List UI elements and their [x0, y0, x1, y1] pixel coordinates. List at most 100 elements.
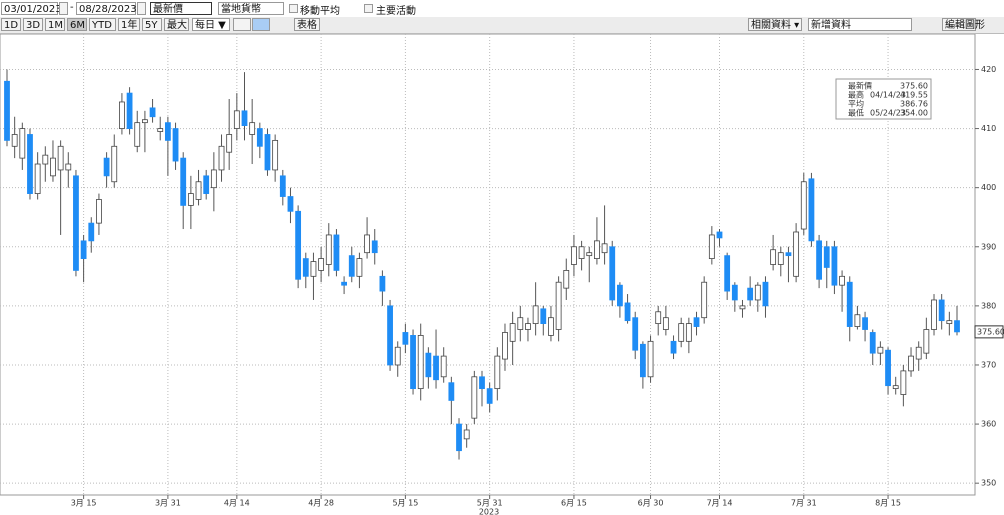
range-button[interactable]: 3D [23, 18, 43, 31]
x-tick-label: 7月 14 [707, 499, 733, 508]
candle-body [517, 317, 524, 330]
candle-body [164, 122, 171, 141]
candle-body [103, 157, 110, 177]
candle-body [793, 231, 800, 277]
candle-body [356, 258, 363, 277]
candle-body [617, 284, 623, 307]
y-tick-label: 390 [981, 242, 996, 251]
x-tick-label: 4月 14 [224, 499, 250, 508]
legend-box [835, 78, 932, 120]
checkbox[interactable] [364, 4, 373, 13]
edit-button[interactable]: 編輯圖形 [942, 18, 985, 31]
range-button[interactable]: 5Y [142, 18, 162, 31]
candle-body [839, 275, 845, 286]
y-tick-label: 380 [981, 301, 996, 310]
candle-body [777, 252, 784, 265]
related-button[interactable]: 相關資料 ▾ [748, 18, 802, 31]
candle-body [954, 320, 960, 333]
candle-body [823, 246, 830, 268]
field-select[interactable]: 最新價 [150, 2, 212, 15]
candle-body [287, 196, 294, 212]
candle-body [325, 234, 332, 265]
y-tick-label: 400 [981, 183, 996, 192]
x-tick-label: 5月 15 [392, 499, 418, 508]
candle-body [923, 329, 930, 354]
candle-body [19, 128, 26, 159]
candle-body [203, 175, 210, 194]
candle-body [915, 346, 922, 360]
candle-body [249, 122, 256, 135]
x-tick-label: 5月 31 [477, 499, 503, 508]
candle-body [540, 308, 547, 325]
candle-body [80, 240, 87, 259]
candle-body [946, 320, 953, 325]
x-tick-label: 3月 31 [155, 499, 181, 508]
range-button[interactable]: YTD [89, 18, 116, 31]
candle-body [900, 370, 907, 395]
candle-body [831, 246, 838, 286]
candle-body [195, 181, 202, 200]
candle-body [302, 258, 309, 277]
candle-body [4, 80, 10, 141]
candle-body [149, 107, 156, 118]
chart: 2023 350 360 370 380 390 400 410 420 3月 15 3月 31 4… [0, 34, 1004, 515]
candle-body [854, 314, 861, 327]
candle-body [425, 352, 432, 378]
candle-body [846, 281, 853, 327]
candle-body [65, 163, 72, 171]
calendar[interactable] [59, 2, 68, 15]
checkbox[interactable] [289, 4, 298, 13]
add-data-input[interactable]: 新增資料 [808, 18, 912, 31]
button[interactable] [233, 18, 251, 31]
start-date[interactable]: 03/01/2023 [1, 2, 62, 15]
candle-body [578, 246, 585, 259]
range-button[interactable]: 1D [1, 18, 21, 31]
currency-select[interactable]: 當地貨幣 [218, 2, 284, 15]
calendar[interactable] [137, 2, 146, 15]
candle-body [708, 234, 715, 259]
candle-body [662, 317, 669, 330]
range-button[interactable]: 最大 [164, 18, 189, 31]
legend-date: 04/14/23 [870, 91, 906, 100]
x-tick-label: 4月 28 [308, 499, 334, 508]
candle-body [88, 222, 95, 242]
events[interactable]: 主要活動 [376, 6, 416, 17]
candle-body [762, 281, 769, 307]
x-tick-label: 6月 30 [638, 499, 664, 508]
candle-body [800, 181, 807, 230]
candle-body [471, 376, 478, 419]
legend-value: 354.00 [900, 109, 928, 118]
candle-body [816, 240, 822, 280]
end-date[interactable]: 08/28/2023 [76, 2, 137, 15]
candle-body [11, 134, 18, 147]
candle-body [348, 255, 355, 277]
range-button[interactable]: 1M [45, 18, 65, 31]
candle-body [754, 284, 761, 301]
candle-body [678, 323, 685, 342]
candle-body [333, 234, 340, 271]
candle-body [341, 281, 347, 286]
legend-label: 最新價 [848, 81, 872, 91]
candle-body [693, 317, 700, 327]
candle-body [647, 340, 654, 378]
candle-body [548, 317, 554, 336]
candle-body [555, 281, 562, 330]
moving-avg[interactable]: 移動平均 [300, 6, 340, 17]
range-button[interactable]: 1年 [118, 18, 140, 31]
range-button[interactable]: 6M [67, 18, 87, 31]
x-tick-label: 7月 31 [791, 499, 817, 508]
period-select[interactable]: 每日 ▼ [192, 18, 230, 31]
candle-body [448, 382, 455, 401]
candle-body [379, 275, 386, 292]
candle-body [463, 429, 470, 440]
candle-body [417, 335, 424, 390]
candle-body [387, 305, 393, 366]
candle-body [134, 122, 141, 147]
candle-body [241, 110, 248, 127]
table-button[interactable]: 表格 [294, 18, 320, 31]
button[interactable] [252, 18, 270, 31]
y-tick-label: 420 [981, 65, 996, 74]
candle-body [724, 255, 731, 292]
candle-body [808, 178, 815, 242]
